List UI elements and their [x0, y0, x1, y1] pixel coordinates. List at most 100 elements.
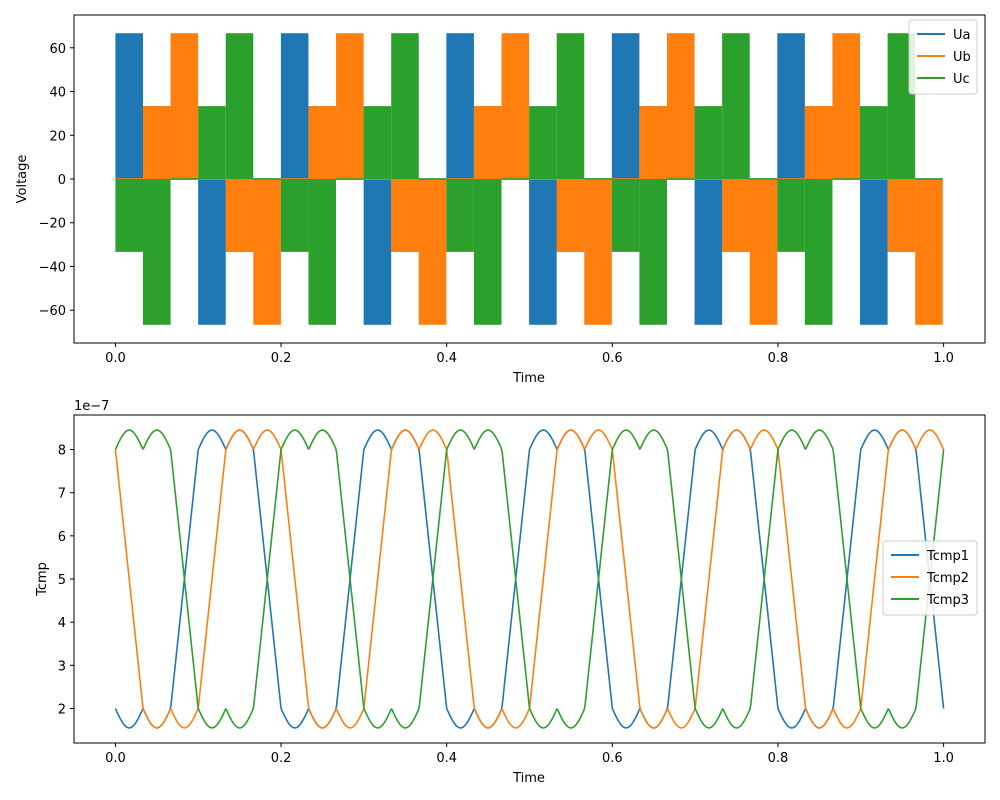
voltage-series-ub — [115, 33, 943, 325]
tcmp-legend-label-tcmp1: Tcmp1 — [926, 549, 969, 564]
voltage-band-ua — [529, 179, 557, 325]
tcmp-y-offset-label: 1e−7 — [74, 399, 109, 414]
voltage-series-uc — [115, 33, 943, 325]
tcmp-x-tick-label: 1.0 — [933, 751, 954, 766]
voltage-band-uc — [556, 33, 585, 179]
voltage-band-ub — [639, 106, 667, 179]
tcmp-x-tick-label: 0.6 — [602, 751, 623, 766]
tcmp-series-layer — [114, 429, 945, 729]
voltage-y-tick-label: 0 — [58, 173, 66, 188]
tcmp-y-axis-label: Tcmp — [35, 562, 50, 597]
voltage-y-tick-label: −20 — [39, 217, 66, 232]
tcmp-y-tick-label: 7 — [58, 487, 66, 502]
voltage-legend-label-ua: Ua — [953, 28, 970, 43]
tcmp-legend-label-tcmp3: Tcmp3 — [926, 593, 969, 608]
tcmp-x-tick-label: 0.8 — [768, 751, 789, 766]
voltage-band-ub — [501, 33, 530, 179]
voltage-band-uc — [694, 106, 723, 179]
voltage-band-ub — [308, 106, 337, 179]
voltage-band-ub — [225, 179, 254, 252]
tcmp-legend: Tcmp1 Tcmp2 Tcmp3 — [882, 540, 978, 616]
tcmp-y-tick-label: 5 — [58, 573, 66, 588]
tcmp-legend-label-tcmp2: Tcmp2 — [926, 571, 969, 586]
tcmp-x-tick-label: 0.4 — [436, 751, 457, 766]
voltage-band-ub — [832, 33, 861, 179]
voltage-band-uc — [142, 179, 171, 325]
voltage-band-uc — [115, 179, 143, 252]
voltage-band-uc — [777, 179, 805, 252]
voltage-band-ub — [749, 179, 778, 325]
voltage-band-uc — [225, 33, 254, 179]
voltage-band-uc — [860, 106, 888, 179]
voltage-band-uc — [198, 106, 226, 179]
voltage-y-tick-label: 60 — [49, 42, 66, 57]
voltage-band-ub — [915, 179, 943, 325]
voltage-chart: 0.0 0.2 0.4 0.6 0.8 1.0 −60 −40 −20 0 20 40 60 Time… — [15, 14, 986, 386]
tcmp-y-tick-label: 3 — [58, 659, 66, 674]
tcmp-y-tick-label: 4 — [58, 616, 66, 631]
voltage-legend: Ua Ub Uc — [908, 19, 978, 95]
tcmp-x-tick-label: 0.0 — [105, 751, 126, 766]
voltage-band-ua — [694, 179, 723, 325]
tcmp-y-tick-label: 2 — [58, 702, 66, 717]
voltage-band-ub — [887, 179, 916, 252]
voltage-band-uc — [473, 179, 502, 325]
voltage-band-ua — [198, 179, 226, 325]
voltage-band-uc — [363, 106, 392, 179]
voltage-band-ub — [391, 179, 419, 252]
voltage-legend-label-uc: Uc — [953, 72, 970, 87]
voltage-y-axis-label: Voltage — [15, 155, 30, 204]
voltage-y-ticks: −60 −40 −20 0 20 40 60 — [39, 42, 74, 319]
voltage-y-tick-label: 20 — [49, 129, 66, 144]
voltage-band-ub — [418, 179, 447, 325]
voltage-x-tick-label: 0.0 — [105, 351, 126, 366]
voltage-series-layer — [115, 33, 943, 325]
tcmp-y-tick-label: 8 — [58, 444, 66, 459]
voltage-x-ticks: 0.0 0.2 0.4 0.6 0.8 1.0 — [105, 343, 954, 366]
voltage-x-tick-label: 0.4 — [436, 351, 457, 366]
voltage-band-ua — [611, 33, 640, 179]
voltage-band-ua — [363, 179, 392, 325]
voltage-band-uc — [639, 179, 667, 325]
voltage-x-tick-label: 0.6 — [602, 351, 623, 366]
voltage-band-ub — [584, 179, 612, 325]
voltage-band-uc — [280, 179, 309, 252]
voltage-band-ua — [446, 33, 474, 179]
voltage-band-ua — [777, 33, 805, 179]
tcmp-y-tick-label: 6 — [58, 530, 66, 545]
voltage-band-ua — [280, 33, 309, 179]
voltage-band-ub — [556, 179, 585, 252]
voltage-y-tick-label: 40 — [49, 86, 66, 101]
voltage-band-uc — [391, 33, 419, 179]
voltage-y-tick-label: −60 — [39, 304, 66, 319]
voltage-band-ub — [666, 33, 695, 179]
voltage-band-ub — [142, 106, 171, 179]
voltage-band-ub — [804, 106, 833, 179]
voltage-band-uc — [308, 179, 337, 325]
voltage-x-tick-label: 0.2 — [271, 351, 292, 366]
voltage-band-uc — [611, 179, 640, 252]
voltage-band-ua — [860, 179, 888, 325]
voltage-band-uc — [529, 106, 557, 179]
voltage-y-tick-label: −40 — [39, 260, 66, 275]
tcmp-chart: 0.0 0.2 0.4 0.6 0.8 1.0 2 3 4 5 6 7 8 Time Tcmp 1e−… — [35, 399, 986, 786]
voltage-x-tick-label: 1.0 — [933, 351, 954, 366]
voltage-band-uc — [804, 179, 833, 325]
voltage-band-ub — [473, 106, 502, 179]
voltage-x-tick-label: 0.8 — [768, 351, 789, 366]
tcmp-x-ticks: 0.0 0.2 0.4 0.6 0.8 1.0 — [105, 743, 954, 766]
voltage-band-ub — [336, 33, 364, 179]
voltage-band-ub — [170, 33, 199, 179]
voltage-legend-label-ub: Ub — [953, 50, 971, 65]
voltage-band-ua — [115, 33, 143, 179]
voltage-band-uc — [446, 179, 474, 252]
tcmp-y-ticks: 2 3 4 5 6 7 8 — [58, 444, 74, 717]
tcmp-series-tcmp3 — [114, 429, 945, 729]
tcmp-x-tick-label: 0.2 — [271, 751, 292, 766]
voltage-x-axis-label: Time — [512, 371, 545, 386]
voltage-band-uc — [722, 33, 750, 179]
voltage-band-ub — [253, 179, 281, 325]
tcmp-legend-frame — [882, 540, 978, 616]
tcmp-x-axis-label: Time — [512, 771, 545, 786]
